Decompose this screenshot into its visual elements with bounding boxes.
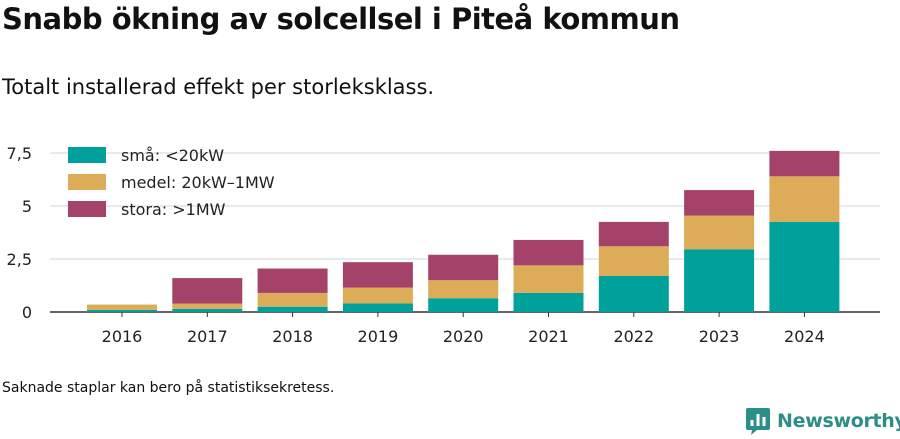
bar-segment <box>172 308 243 312</box>
y-axis-ticks: 0 2,5 5 7,5 <box>7 144 32 322</box>
bar-segment <box>513 239 584 266</box>
bar-segment <box>342 287 413 304</box>
bar-segment <box>769 176 840 222</box>
brand-name: Newsworthy <box>777 410 900 432</box>
legend-swatch <box>68 201 106 217</box>
bars <box>87 150 840 312</box>
bar-segment <box>769 150 840 177</box>
bar-segment <box>598 275 669 312</box>
brand-logo[interactable]: Newsworthy <box>745 406 900 436</box>
footnote: Saknade staplar kan bero på statistiksek… <box>2 380 335 396</box>
bar-segment <box>684 249 755 312</box>
x-axis-ticks: 2016 2017 2018 2019 2020 2021 2022 2023 2024 <box>102 312 825 346</box>
stacked-bar-chart: 0 2,5 5 7,5 2016 2017 2018 2019 2020 2021 2022 202… <box>7 144 880 346</box>
y-tick-label: 2,5 <box>7 250 32 269</box>
bar-segment <box>257 306 328 312</box>
bar-segment <box>342 262 413 288</box>
x-tick-label: 2017 <box>187 327 228 346</box>
y-tick-label: 7,5 <box>7 144 32 163</box>
bar-segment <box>257 292 328 307</box>
x-tick-label: 2024 <box>784 327 825 346</box>
bar-segment <box>87 309 157 312</box>
y-tick-label: 0 <box>22 303 32 322</box>
bar-segment <box>598 246 669 276</box>
x-tick-label: 2016 <box>102 327 143 346</box>
bar-segment <box>513 265 584 293</box>
bar-segment <box>428 280 499 299</box>
bar-segment <box>257 268 328 293</box>
bar-segment <box>428 254 499 281</box>
bar-segment <box>87 304 157 310</box>
x-tick-label: 2020 <box>443 327 484 346</box>
bar-segment <box>342 303 413 312</box>
bar-segment <box>769 221 840 312</box>
chart-subtitle: Totalt installerad effekt per storlekskl… <box>2 75 435 99</box>
legend-label: små: <20kW <box>121 146 224 165</box>
x-tick-label: 2022 <box>613 327 654 346</box>
legend-label: stora: >1MW <box>121 200 226 219</box>
legend: små: <20kW medel: 20kW–1MW stora: >1MW <box>68 146 275 219</box>
legend-swatch <box>68 174 106 190</box>
x-tick-label: 2018 <box>272 327 313 346</box>
bar-segment <box>598 221 669 247</box>
chart-title: Snabb ökning av solcellsel i Piteå kommu… <box>2 2 680 36</box>
bar-segment <box>172 303 243 309</box>
bar-segment <box>172 278 243 304</box>
y-tick-label: 5 <box>22 197 32 216</box>
x-tick-label: 2019 <box>358 327 399 346</box>
x-tick-label: 2021 <box>528 327 569 346</box>
legend-swatch <box>68 147 106 163</box>
x-tick-label: 2023 <box>699 327 740 346</box>
bar-segment <box>684 190 755 216</box>
bar-segment <box>428 298 499 312</box>
legend-label: medel: 20kW–1MW <box>121 173 275 192</box>
newsworthy-logo-icon <box>746 408 770 435</box>
bar-segment <box>513 292 584 312</box>
bar-segment <box>684 215 755 250</box>
